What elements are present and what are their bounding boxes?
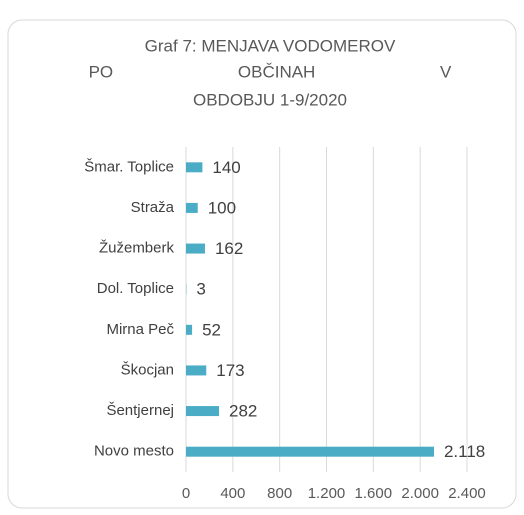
bar (186, 243, 205, 254)
bar (186, 365, 207, 376)
chart-title: OBDOBJU 1-9/2020 (193, 90, 347, 109)
x-tick-label: 2.400 (448, 485, 486, 502)
y-tick-label: Mirna Peč (106, 321, 174, 338)
value-label: 52 (202, 320, 221, 339)
y-tick-label: Žužemberk (99, 240, 175, 257)
x-tick-label: 0 (182, 485, 190, 502)
value-label: 3 (196, 280, 205, 299)
value-label: 140 (212, 158, 240, 177)
chart-border (7, 19, 517, 509)
x-tick-label: 400 (220, 485, 245, 502)
y-tick-label: Dol. Toplice (97, 280, 174, 297)
x-tick-label: 800 (267, 485, 292, 502)
value-label: 173 (216, 361, 244, 380)
y-tick-label: Šmar. Toplice (84, 158, 174, 175)
y-tick-label: Straža (131, 199, 175, 216)
bar (186, 202, 198, 213)
y-tick-label: Škocjan (121, 361, 174, 378)
x-tick-label: 2.000 (401, 485, 439, 502)
y-tick-label: Šentjernej (106, 402, 174, 419)
chart-title: Graf 7: MENJAVA VODOMEROV (145, 36, 396, 55)
bar (186, 162, 203, 173)
chart-title: PO OBČINAH V (89, 62, 452, 81)
bar (186, 406, 220, 417)
x-tick-label: 1.600 (355, 485, 393, 502)
value-label: 162 (215, 239, 243, 258)
value-label: 100 (208, 198, 236, 217)
bar (186, 446, 434, 457)
y-tick-label: Novo mesto (94, 443, 174, 460)
x-tick-label: 1.200 (308, 485, 346, 502)
bar (186, 324, 193, 335)
value-label: 282 (229, 402, 257, 421)
value-label: 2.118 (444, 442, 485, 461)
